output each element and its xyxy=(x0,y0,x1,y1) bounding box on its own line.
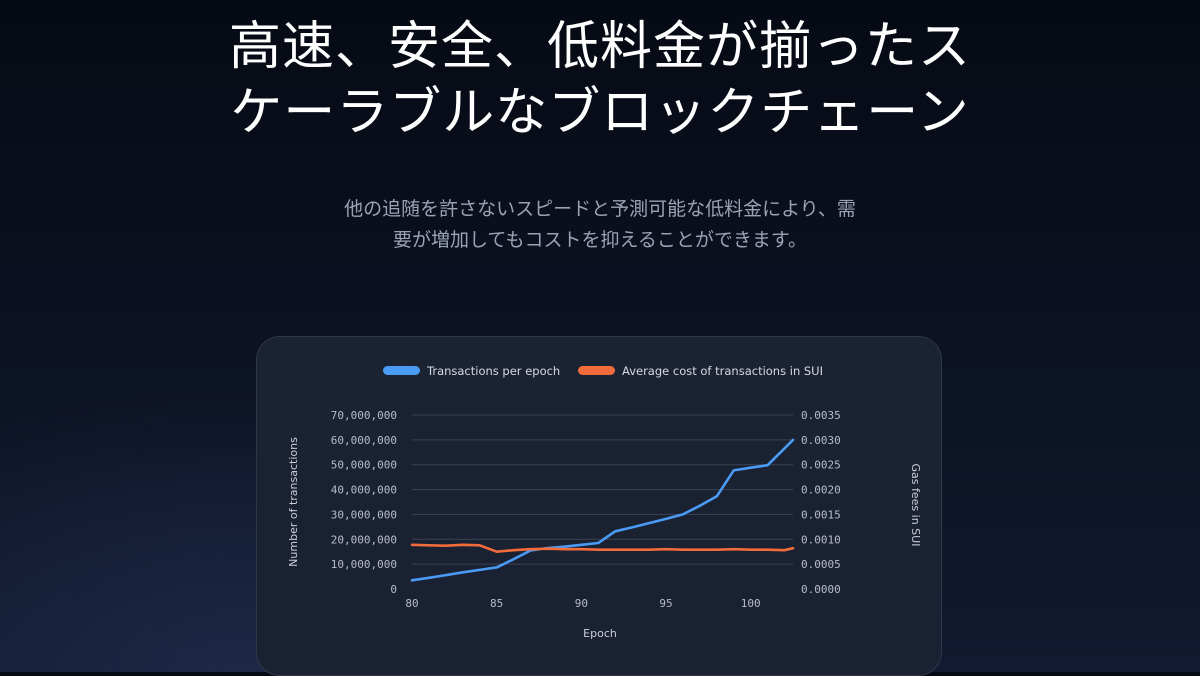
hero-title-line-1: 高速、安全、低料金が揃ったス xyxy=(228,17,971,77)
legend-transactions-swatch xyxy=(383,366,420,375)
legend-transactions-label: Transactions per epoch xyxy=(426,364,560,378)
legend-gas-cost-swatch xyxy=(578,366,615,375)
gas-cost-series-line xyxy=(410,543,795,553)
y-left-tick-label: 50,000,000 xyxy=(331,459,397,472)
hero-title-line-2: ケーラブルなブロックチェーン xyxy=(230,83,970,143)
hero-subtitle: 他の追随を許さないスピードと予測可能な低料金により、需 要が増加してもコストを抑… xyxy=(0,194,1200,256)
y-left-tick-label: 60,000,000 xyxy=(331,434,397,447)
y-right-tick-label: 0.0035 xyxy=(801,409,841,422)
y-left-tick-label: 30,000,000 xyxy=(331,508,397,521)
transactions-series-line xyxy=(410,438,795,582)
x-axis-title: Epoch xyxy=(583,627,617,640)
x-tick-label: 90 xyxy=(575,597,588,610)
y-right-tick-label: 0.0025 xyxy=(801,459,841,472)
x-tick-label: 100 xyxy=(741,597,761,610)
legend-gas-cost-label: Average cost of transactions in SUI xyxy=(622,364,823,378)
y-left-axis-title: Number of transactions xyxy=(287,437,300,567)
y-left-tick-label: 10,000,000 xyxy=(331,558,397,571)
y-right-tick-label: 0.0015 xyxy=(801,508,841,521)
y-right-tick-label: 0.0020 xyxy=(801,484,841,497)
y-right-axis-title: Gas fees in SUI xyxy=(909,464,922,547)
hero-title: 高速、安全、低料金が揃ったス ケーラブルなブロックチェーン xyxy=(0,14,1200,146)
x-tick-label: 95 xyxy=(659,597,672,610)
hero-subtitle-line-1: 他の追随を許さないスピードと予測可能な低料金により、需 xyxy=(344,198,856,220)
y-right-tick-label: 0.0010 xyxy=(801,533,841,546)
y-left-tick-label: 70,000,000 xyxy=(331,409,397,422)
y-right-tick-label: 0.0005 xyxy=(801,558,841,571)
y-left-tick-label: 20,000,000 xyxy=(331,533,397,546)
y-right-tick-label: 0.0000 xyxy=(801,583,841,596)
chart-card: 0 10,000,000 20,000,000 30,000,000 40,000,00… xyxy=(256,336,942,676)
hero-subtitle-line-2: 要が増加してもコストを抑えることができます。 xyxy=(392,229,807,251)
transactions-gas-chart: 0 10,000,000 20,000,000 30,000,000 40,000,00… xyxy=(287,364,922,640)
x-tick-label: 80 xyxy=(405,597,418,610)
y-right-tick-label: 0.0030 xyxy=(801,434,841,447)
y-left-tick-label: 40,000,000 xyxy=(331,484,397,497)
x-tick-label: 85 xyxy=(490,597,503,610)
y-left-tick-label: 0 xyxy=(390,583,397,596)
